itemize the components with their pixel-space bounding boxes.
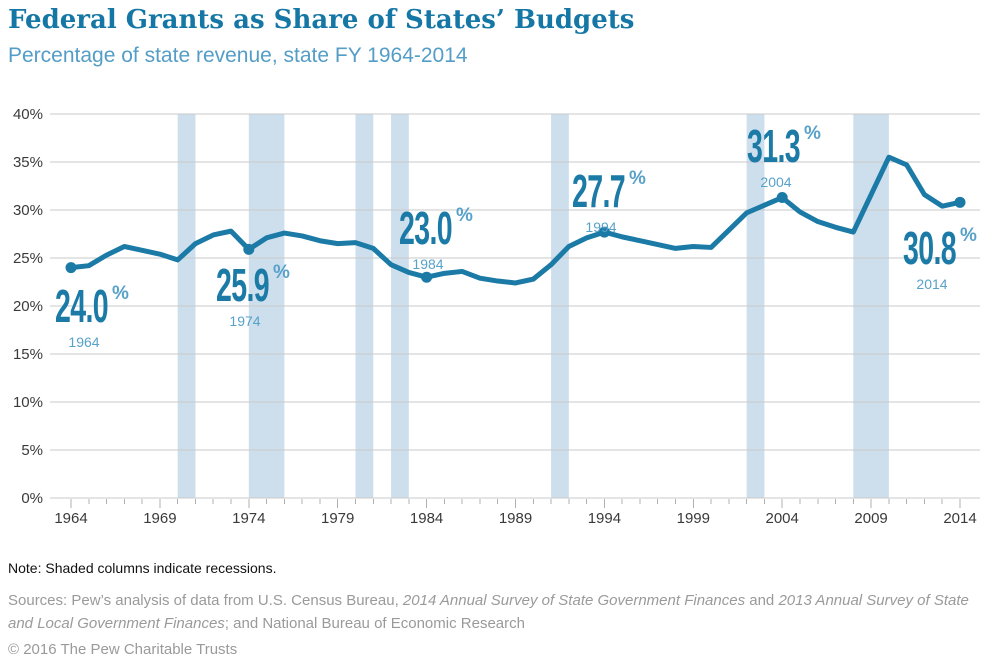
data-label-layer: 24.0% 1964 25.9% 1974 23.0% 1984 27.7% 1994 31.3…	[55, 123, 989, 350]
data-point-2014	[954, 196, 966, 208]
x-axis-label: 1974	[232, 510, 265, 527]
x-axis-label: 1979	[321, 510, 354, 527]
data-point-1994	[598, 226, 610, 238]
x-axis-label: 1964	[54, 510, 87, 527]
x-axis-label: 2014	[943, 510, 976, 527]
source-text: Sources: Pew’s analysis of data from U.S…	[8, 592, 403, 609]
y-axis-label: 10%	[13, 394, 43, 411]
annotation-value: 31.3	[747, 120, 801, 172]
annotation-year: 1964	[68, 334, 100, 350]
value-annotation-1974: 25.9% 1974	[216, 262, 302, 329]
x-axis-label: 1989	[499, 510, 532, 527]
chart-note: Note: Shaded columns indicate recessions…	[8, 560, 277, 576]
x-axis-label: 1984	[410, 510, 443, 527]
x-axis-label: 2009	[854, 510, 887, 527]
x-axis-label: 1999	[677, 510, 710, 527]
data-point-2004	[776, 192, 788, 204]
value-annotation-2014: 30.8% 2014	[903, 225, 989, 292]
value-annotation-2004: 31.3% 2004	[747, 123, 833, 190]
annotation-percent-sign: %	[629, 168, 646, 189]
annotation-value: 23.0	[399, 202, 453, 254]
annotation-percent-sign: %	[456, 205, 473, 226]
annotation-value: 30.8	[903, 222, 957, 274]
page-title: Federal Grants as Share of States’ Budge…	[8, 5, 635, 35]
annotation-year: 2004	[760, 174, 792, 190]
source-text: and	[745, 592, 779, 609]
y-axis-label: 5%	[21, 442, 43, 459]
annotation-year: 1984	[412, 256, 444, 272]
y-axis-label: 30%	[13, 202, 43, 219]
annotation-year: 1994	[585, 219, 617, 235]
value-annotation-1984: 23.0% 1984	[399, 205, 485, 272]
annotation-percent-sign: %	[804, 123, 821, 144]
data-point-1974	[243, 243, 255, 255]
annotation-year: 2014	[916, 276, 948, 292]
x-axis-label: 1969	[143, 510, 176, 527]
annotation-value: 27.7	[572, 165, 626, 217]
value-annotation-1994: 27.7% 1994	[572, 168, 658, 235]
value-annotation-1964: 24.0% 1964	[55, 283, 141, 350]
annotation-value: 25.9	[216, 259, 270, 311]
y-axis-label: 20%	[13, 298, 43, 315]
y-axis-label: 35%	[13, 154, 43, 171]
data-line	[68, 154, 963, 286]
annotation-percent-sign: %	[112, 283, 129, 304]
y-axis-label: 15%	[13, 346, 43, 363]
source-publication: 2014 Annual Survey of State Government F…	[402, 592, 746, 609]
source-publication: 2013 Annual Survey of State and Local Go…	[8, 592, 969, 632]
x-axis-label: 1994	[588, 510, 621, 527]
annotation-year: 1974	[229, 313, 261, 329]
annotation-percent-sign: %	[960, 225, 977, 246]
chart-sources: Sources: Pew’s analysis of data from U.S…	[8, 589, 974, 635]
y-axis-label: 25%	[13, 250, 43, 267]
chart-copyright: © 2016 The Pew Charitable Trusts	[8, 641, 238, 658]
y-axis-label: 0%	[21, 490, 43, 507]
page-subtitle: Percentage of state revenue, state FY 19…	[8, 44, 468, 67]
line-chart: 40% 35% 30% 25% 20% 15% 10% 5% 0% 1964 1969 1974 197…	[13, 106, 980, 527]
x-axis-label: 2004	[766, 510, 799, 527]
annotation-percent-sign: %	[273, 262, 290, 283]
data-point-1984	[421, 271, 433, 283]
y-axis-label: 40%	[13, 106, 43, 123]
source-text: ; and National Bureau of Economic Resear…	[224, 615, 525, 632]
annotation-value: 24.0	[55, 280, 109, 332]
data-point-1964	[65, 262, 77, 274]
